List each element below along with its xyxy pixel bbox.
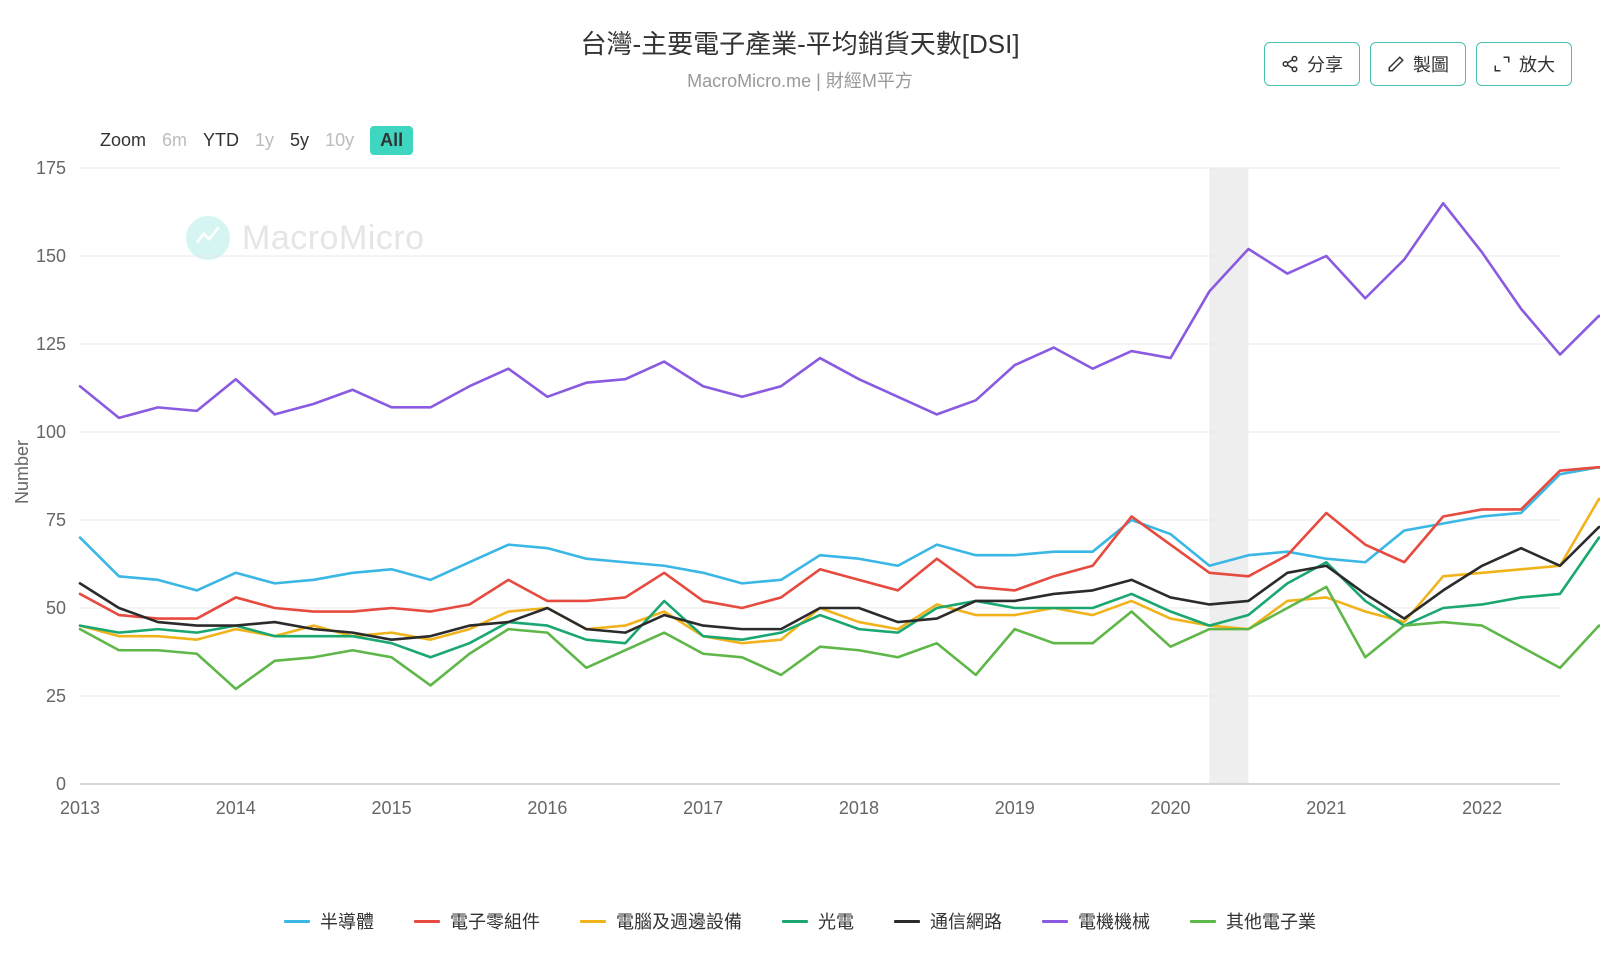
svg-text:2020: 2020	[1151, 798, 1191, 818]
chart-svg: 0 25 50 75 100 125 150 175 2013 2014 2015 2016 2017 2…	[0, 154, 1600, 844]
legend-item[interactable]: 光電	[782, 908, 854, 934]
expand-button[interactable]: 放大	[1476, 42, 1572, 86]
legend-label: 電腦及週邊設備	[616, 908, 742, 934]
legend-label: 電子零組件	[450, 908, 540, 934]
draw-label: 製圖	[1413, 51, 1449, 77]
legend-swatch	[284, 920, 310, 923]
svg-text:2019: 2019	[995, 798, 1035, 818]
legend-item[interactable]: 電子零組件	[414, 908, 540, 934]
svg-text:0: 0	[56, 774, 66, 794]
draw-button[interactable]: 製圖	[1370, 42, 1466, 86]
zoom-bar: Zoom 6m YTD 1y 5y 10y All	[100, 126, 413, 155]
expand-icon	[1493, 55, 1511, 73]
svg-text:2014: 2014	[216, 798, 256, 818]
svg-text:125: 125	[36, 334, 66, 354]
svg-text:175: 175	[36, 158, 66, 178]
legend-swatch	[782, 920, 808, 923]
legend-swatch	[894, 920, 920, 923]
zoom-opt-1y[interactable]: 1y	[255, 130, 274, 151]
legend-swatch	[414, 920, 440, 923]
legend-label: 半導體	[320, 908, 374, 934]
svg-text:2013: 2013	[60, 798, 100, 818]
zoom-opt-10y[interactable]: 10y	[325, 130, 354, 151]
legend-swatch	[1042, 920, 1068, 923]
svg-text:2015: 2015	[372, 798, 412, 818]
legend-label: 通信網路	[930, 908, 1002, 934]
zoom-opt-all[interactable]: All	[370, 126, 413, 155]
legend-item[interactable]: 電機機械	[1042, 908, 1150, 934]
legend-item[interactable]: 電腦及週邊設備	[580, 908, 742, 934]
svg-text:2022: 2022	[1462, 798, 1502, 818]
zoom-opt-5y[interactable]: 5y	[290, 130, 309, 151]
svg-text:2016: 2016	[527, 798, 567, 818]
chart-legend: 半導體 電子零組件 電腦及週邊設備 光電 通信網路 電機機械 其他電子業	[0, 908, 1600, 934]
legend-item[interactable]: 半導體	[284, 908, 374, 934]
svg-text:2017: 2017	[683, 798, 723, 818]
share-label: 分享	[1307, 51, 1343, 77]
zoom-opt-6m[interactable]: 6m	[162, 130, 187, 151]
chart-plot-area: 0 25 50 75 100 125 150 175 2013 2014 2015 2016 2017 2…	[0, 154, 1600, 844]
legend-item[interactable]: 通信網路	[894, 908, 1002, 934]
share-icon	[1281, 55, 1299, 73]
svg-text:100: 100	[36, 422, 66, 442]
legend-item[interactable]: 其他電子業	[1190, 908, 1316, 934]
legend-label: 其他電子業	[1226, 908, 1316, 934]
legend-label: 光電	[818, 908, 854, 934]
svg-text:75: 75	[46, 510, 66, 530]
share-button[interactable]: 分享	[1264, 42, 1360, 86]
expand-label: 放大	[1519, 51, 1555, 77]
svg-text:25: 25	[46, 686, 66, 706]
pencil-icon	[1387, 55, 1405, 73]
zoom-label: Zoom	[100, 130, 146, 151]
svg-text:50: 50	[46, 598, 66, 618]
zoom-opt-ytd[interactable]: YTD	[203, 130, 239, 151]
legend-label: 電機機械	[1078, 908, 1150, 934]
legend-swatch	[1190, 920, 1216, 923]
svg-text:2018: 2018	[839, 798, 879, 818]
legend-swatch	[580, 920, 606, 923]
svg-text:2021: 2021	[1306, 798, 1346, 818]
chart-actions: 分享 製圖 放大	[1264, 42, 1572, 86]
svg-text:150: 150	[36, 246, 66, 266]
